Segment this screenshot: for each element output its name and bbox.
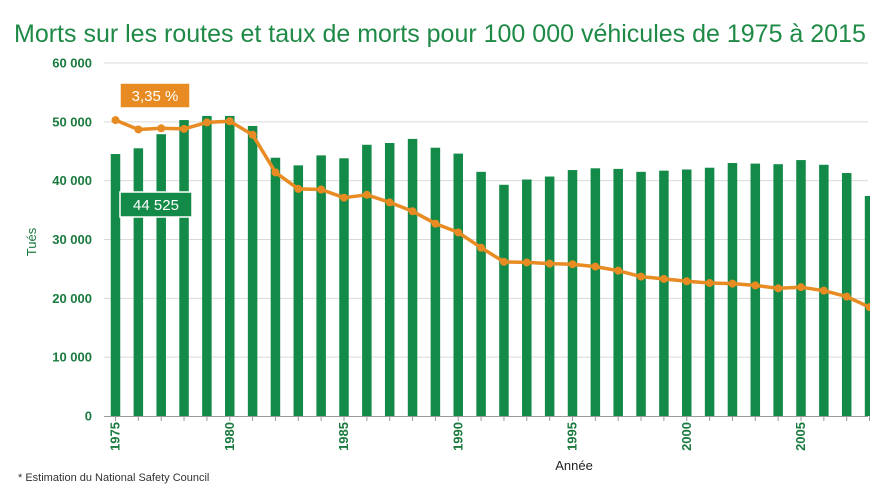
rate-point-1995 (568, 260, 577, 269)
rate-point-1989 (431, 219, 440, 228)
x-tick-label-1985: 1985 (336, 422, 351, 451)
rate-point-2001 (705, 279, 714, 288)
y-tick-label: 50 000 (52, 114, 92, 129)
y-axis-label: Tués (24, 227, 39, 256)
bar-1980 (225, 115, 235, 416)
deaths-callout: 44 525 (119, 191, 193, 218)
rate-point-1996 (591, 262, 600, 271)
y-axis-tick-labels: 60 000 50 000 40 000 30 000 20 000 10 000 0 (52, 56, 92, 424)
bar-1997 (613, 168, 623, 416)
bar-1985 (339, 158, 349, 416)
rate-point-1985 (340, 193, 348, 202)
bar-2001 (704, 167, 715, 416)
bar-2003 (750, 163, 761, 416)
rate-point-1978 (180, 124, 189, 133)
rate-callout: 3,35 % (119, 82, 191, 109)
bar-series (110, 115, 870, 417)
bar-1982 (270, 157, 281, 416)
bar-1987 (384, 143, 395, 416)
x-tick-label-2000: 2000 (679, 422, 694, 451)
line-series (111, 116, 870, 312)
y-tick-label: 20 000 (52, 291, 92, 306)
rate-point-1999 (659, 274, 668, 283)
bar-2000 (682, 169, 692, 416)
rate-point-1990 (454, 228, 463, 237)
bar-1999 (659, 170, 669, 416)
bar-1978 (179, 120, 189, 417)
rate-point-1988 (408, 207, 417, 216)
y-tick-label: 40 000 (52, 173, 92, 188)
rate-point-2004 (774, 284, 783, 293)
rate-point-1981 (248, 130, 257, 139)
bar-1998 (636, 171, 646, 416)
x-tick-label-1990: 1990 (450, 422, 465, 451)
rate-point-2005 (797, 283, 805, 292)
bar-2002 (727, 163, 738, 416)
y-tick-label: 0 (85, 409, 92, 424)
rate-point-2006 (819, 286, 828, 295)
bar-1981 (247, 125, 258, 417)
x-axis-ticks (115, 416, 870, 421)
x-axis-label: Année (555, 458, 593, 473)
x-tick-label-2005: 2005 (793, 422, 808, 451)
bar-1979 (202, 115, 212, 416)
deaths-callout-text: 44 525 (133, 197, 179, 214)
rate-point-1982 (271, 168, 280, 177)
bar-1992 (499, 184, 509, 416)
rate-point-1977 (157, 124, 166, 133)
rate-point-1986 (362, 190, 371, 199)
bar-1988 (407, 138, 418, 416)
rate-point-1976 (134, 125, 143, 134)
rate-point-1975 (111, 116, 120, 125)
y-tick-label: 30 000 (52, 232, 92, 247)
rate-point-1992 (499, 257, 508, 266)
deaths-callout-box (119, 191, 193, 218)
rate-point-2002 (728, 279, 737, 288)
x-tick-label-1975: 1975 (108, 422, 123, 451)
x-axis-tick-labels: 1975 1980 1985 1990 1995 2000 2005 (108, 422, 809, 451)
bar-1989 (430, 147, 441, 416)
bar-1977 (156, 134, 166, 416)
rate-line (113, 118, 870, 309)
bar-1984 (316, 155, 326, 416)
y-tick-label: 10 000 (52, 350, 92, 365)
y-tick-label: 60 000 (52, 56, 92, 71)
rate-point-1991 (477, 243, 486, 252)
rate-point-1979 (202, 118, 211, 127)
bar-1996 (590, 168, 601, 416)
bar-1983 (293, 165, 304, 416)
bar-1990 (453, 153, 463, 416)
bar-1991 (476, 171, 486, 416)
bar-1975 (110, 154, 121, 416)
rate-point-1994 (545, 259, 554, 268)
rate-point-1987 (385, 198, 394, 207)
bar-1993 (522, 179, 532, 416)
rate-point-1997 (614, 266, 623, 275)
x-tick-label-1980: 1980 (222, 422, 237, 451)
bar-1986 (362, 144, 372, 417)
rate-point-1984 (317, 185, 326, 194)
bar-1994 (544, 176, 555, 416)
rate-point-2007 (842, 292, 851, 301)
bar-1995 (567, 170, 578, 416)
rate-callout-text: 3,35 % (132, 88, 179, 105)
rate-point-1983 (294, 184, 303, 193)
footnote: * Estimation du National Safety Council (18, 472, 209, 484)
chart-title: Morts sur les routes et taux de morts po… (14, 20, 870, 48)
rate-point-1980 (225, 117, 234, 126)
rate-callout-box (119, 82, 191, 109)
rate-point-2000 (682, 277, 691, 286)
rate-point-1998 (637, 272, 646, 281)
rate-point-2008 (865, 303, 870, 312)
rate-point-2003 (751, 281, 760, 290)
rate-point-1993 (522, 258, 531, 267)
x-tick-label-1995: 1995 (565, 422, 580, 451)
bar-1976 (133, 148, 144, 416)
